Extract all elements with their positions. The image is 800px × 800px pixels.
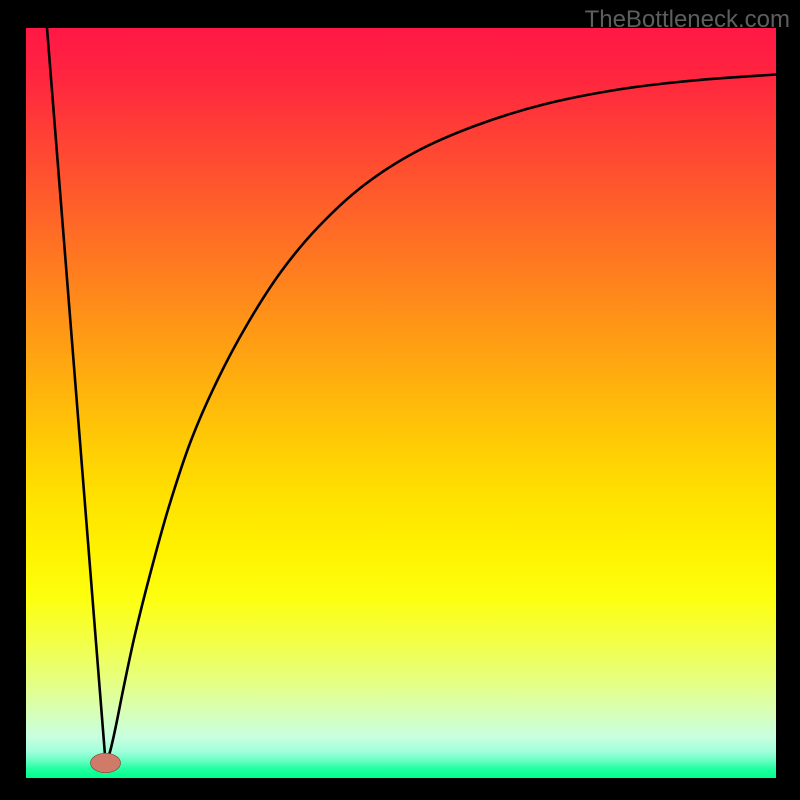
gradient-plot-svg [26,28,776,778]
chart-frame: TheBottleneck.com [0,0,800,800]
bottleneck-chart [26,28,776,778]
optimal-point-marker [91,753,121,773]
gradient-background [26,28,776,778]
